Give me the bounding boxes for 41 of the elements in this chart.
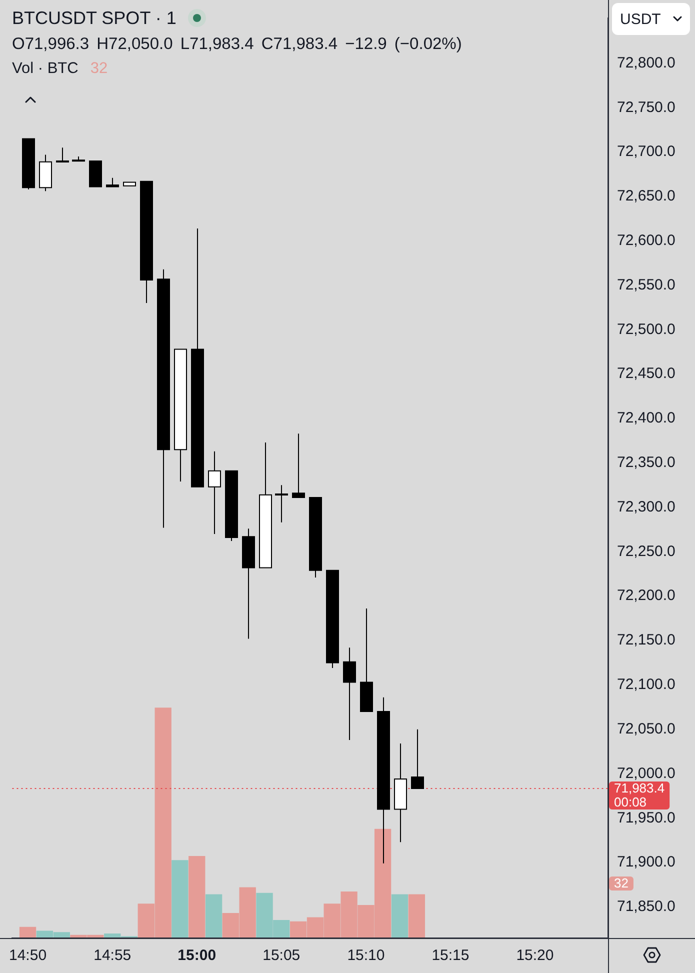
y-tick-label: 72,050.0	[617, 720, 676, 738]
chart-title: BTCUSDT SPOT · 1	[12, 7, 176, 29]
y-tick-label: 72,650.0	[617, 188, 676, 205]
x-tick-label: 15:15	[432, 947, 470, 964]
y-tick-label: 72,350.0	[617, 454, 676, 472]
bar	[391, 894, 408, 938]
x-tick-label: 15:00	[178, 947, 216, 964]
y-tick-label: 72,750.0	[617, 98, 676, 116]
annotation: Vol · BTC	[12, 59, 78, 79]
y-tick-label: 72,300.0	[617, 498, 676, 516]
y-tick-label: 72,600.0	[617, 232, 676, 250]
y-tick-label: 72,500.0	[617, 320, 676, 338]
y-tick-label: 71,950.0	[617, 809, 676, 826]
y-tick-label: 72,550.0	[617, 276, 676, 294]
x-tick-label: 14:55	[94, 947, 132, 964]
unit-dropdown: USDT	[612, 3, 690, 35]
y-tick-label: 71,850.0	[617, 898, 676, 916]
bar	[408, 894, 426, 938]
y-tick-label: 72,250.0	[617, 542, 676, 560]
y-tick-label: 72,100.0	[617, 676, 676, 694]
y-tick-label: 72,000.0	[617, 764, 676, 782]
y-tick-label: 72,150.0	[617, 632, 676, 649]
annotation: 32	[90, 59, 108, 79]
x-tick-label: 15:05	[262, 947, 300, 964]
bar	[188, 856, 206, 938]
text: 32	[614, 876, 628, 891]
y-tick-label: 72,400.0	[617, 410, 676, 427]
x-tick-label: 15:10	[347, 947, 385, 964]
ref-line-label: 71,983.4 00:08	[614, 780, 665, 810]
bar	[205, 894, 222, 938]
x-tick-label: 15:20	[516, 947, 554, 964]
y-tick-label: 72,700.0	[617, 143, 676, 160]
y-tick-label: 72,800.0	[617, 54, 676, 72]
bar	[172, 860, 188, 938]
y-tick-label: 71,900.0	[617, 854, 676, 871]
y-axis-title: USDT	[620, 10, 661, 28]
bar	[19, 926, 36, 938]
text: O71,996.3 H72,050.0 L71,983.4 C71,983.4 −12.9 (−0.02%)	[12, 34, 462, 54]
x-tick-label: 14:50	[8, 947, 47, 964]
y-tick-label: 72,450.0	[617, 365, 676, 382]
y-tick-label: 72,200.0	[617, 587, 676, 604]
